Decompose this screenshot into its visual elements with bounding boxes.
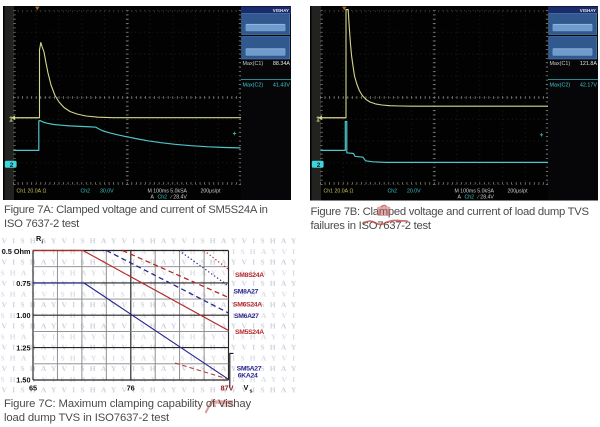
svg-text:76: 76: [127, 384, 135, 393]
svg-text:1.00: 1.00: [16, 311, 30, 320]
svg-text:A: A: [457, 195, 461, 201]
svg-text:2: 2: [9, 162, 13, 169]
svg-text:65: 65: [29, 384, 37, 393]
svg-text:Max(C2): Max(C2): [242, 82, 263, 88]
svg-text:M 100ms 5.0kSA: M 100ms 5.0kSA: [454, 188, 494, 194]
svg-text:SM6S24A: SM6S24A: [233, 301, 262, 308]
svg-text:42.17V: 42.17V: [579, 82, 596, 88]
svg-text:0.75: 0.75: [16, 279, 30, 288]
svg-text:20.0V: 20.0V: [407, 188, 421, 194]
svg-text:SM5A27: SM5A27: [237, 365, 262, 372]
svg-text:Ch1: Ch1: [16, 188, 26, 194]
svg-text:1.25: 1.25: [16, 343, 30, 352]
svg-text:1.50: 1.50: [16, 376, 30, 385]
svg-text:41.43V: 41.43V: [272, 82, 289, 88]
svg-text:0.5 Ohm: 0.5 Ohm: [2, 247, 31, 256]
svg-text:Ch2: Ch2: [464, 195, 474, 201]
svg-text:Max(C1): Max(C1): [549, 61, 570, 67]
svg-text:20.0A: 20.0A: [27, 188, 41, 194]
svg-text:SM5S24A: SM5S24A: [235, 329, 264, 336]
svg-text:Ω: Ω: [349, 188, 353, 194]
svg-text:s: s: [250, 388, 253, 394]
svg-text:Ch2: Ch2: [80, 188, 90, 194]
svg-text:SM8A27: SM8A27: [234, 288, 259, 295]
svg-text:1: 1: [316, 116, 320, 123]
svg-text:SM8S24A: SM8S24A: [235, 272, 264, 279]
svg-text:200μs/pt: 200μs/pt: [200, 188, 221, 194]
svg-text:VISHAY: VISHAY: [579, 8, 595, 13]
svg-text:87V: 87V: [221, 384, 234, 393]
svg-text:SM6A27: SM6A27: [234, 313, 259, 320]
svg-text:200μs/pt: 200μs/pt: [507, 188, 528, 194]
svg-text:2: 2: [316, 162, 320, 169]
svg-text:88.34A: 88.34A: [272, 61, 289, 67]
svg-text:VISHAY: VISHAY: [272, 8, 288, 13]
svg-text:121.8A: 121.8A: [579, 61, 596, 67]
svg-text:V: V: [244, 383, 249, 392]
svg-text:Ch1: Ch1: [323, 188, 333, 194]
svg-text:30.0V: 30.0V: [100, 188, 114, 194]
svg-text:M 100ms 5.0kSA: M 100ms 5.0kSA: [147, 188, 187, 194]
svg-text:R: R: [36, 234, 42, 243]
svg-text:1: 1: [9, 116, 13, 123]
svg-text:Ch2: Ch2: [157, 195, 167, 201]
svg-text:Ω: Ω: [42, 188, 46, 194]
svg-text:6KA24: 6KA24: [238, 372, 258, 379]
svg-text:∕ 28.4V: ∕ 28.4V: [476, 195, 494, 201]
svg-text:20.0A: 20.0A: [334, 188, 348, 194]
svg-text:Max(C2): Max(C2): [549, 82, 570, 88]
svg-text:Max(C1): Max(C1): [242, 61, 263, 67]
svg-text:A: A: [150, 195, 154, 201]
svg-text:i: i: [42, 240, 44, 246]
svg-text:∕ 28.4V: ∕ 28.4V: [169, 195, 187, 201]
svg-text:Ch2: Ch2: [387, 188, 397, 194]
